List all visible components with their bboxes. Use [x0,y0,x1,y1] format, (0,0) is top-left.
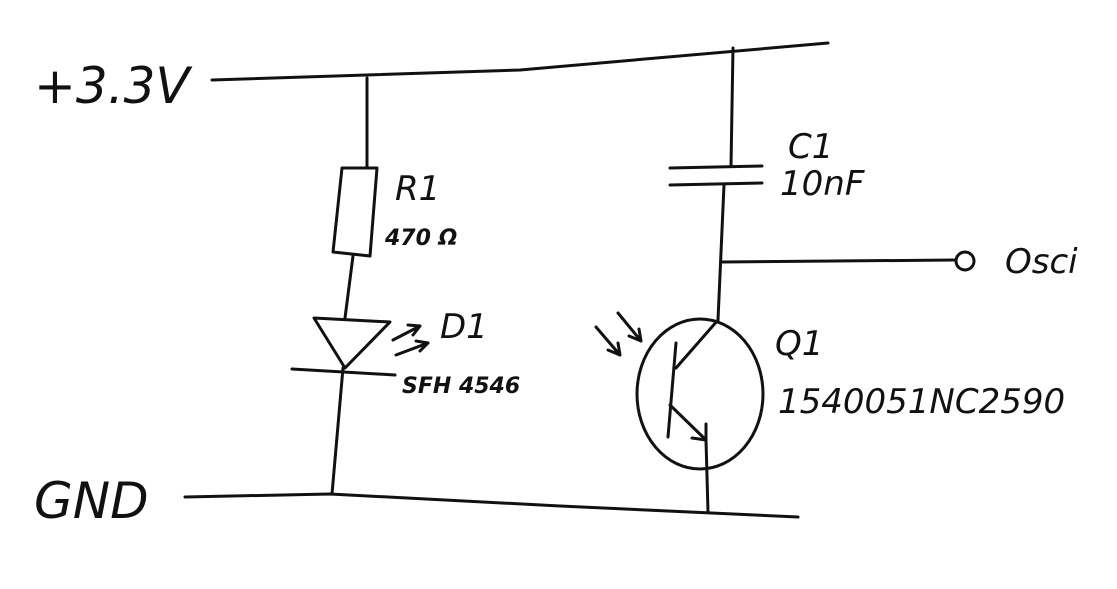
c1-value: 10nF [780,164,865,204]
r1-value: 470 Ω [384,226,457,251]
gnd-label: GND [34,472,149,530]
osci-label: Osci [1005,242,1078,282]
q1-name: Q1 [775,324,823,364]
osci-output [720,250,976,272]
d1-led [290,316,397,496]
r1-resistor [331,76,379,320]
q1-light-arrows-icon [594,311,643,357]
d1-part: SFH 4546 [402,374,520,399]
d1-emission-arrows-icon [391,323,430,357]
d1-name: D1 [440,307,488,347]
q1-phototransistor [635,317,765,514]
vcc-label: +3.3V [34,57,193,115]
q1-part: 1540051NC2590 [778,382,1065,422]
c1-name: C1 [788,127,833,167]
r1-name: R1 [395,169,440,209]
c1-capacitor [668,46,764,322]
gnd-rail [183,492,800,519]
vcc-rail [210,41,830,82]
